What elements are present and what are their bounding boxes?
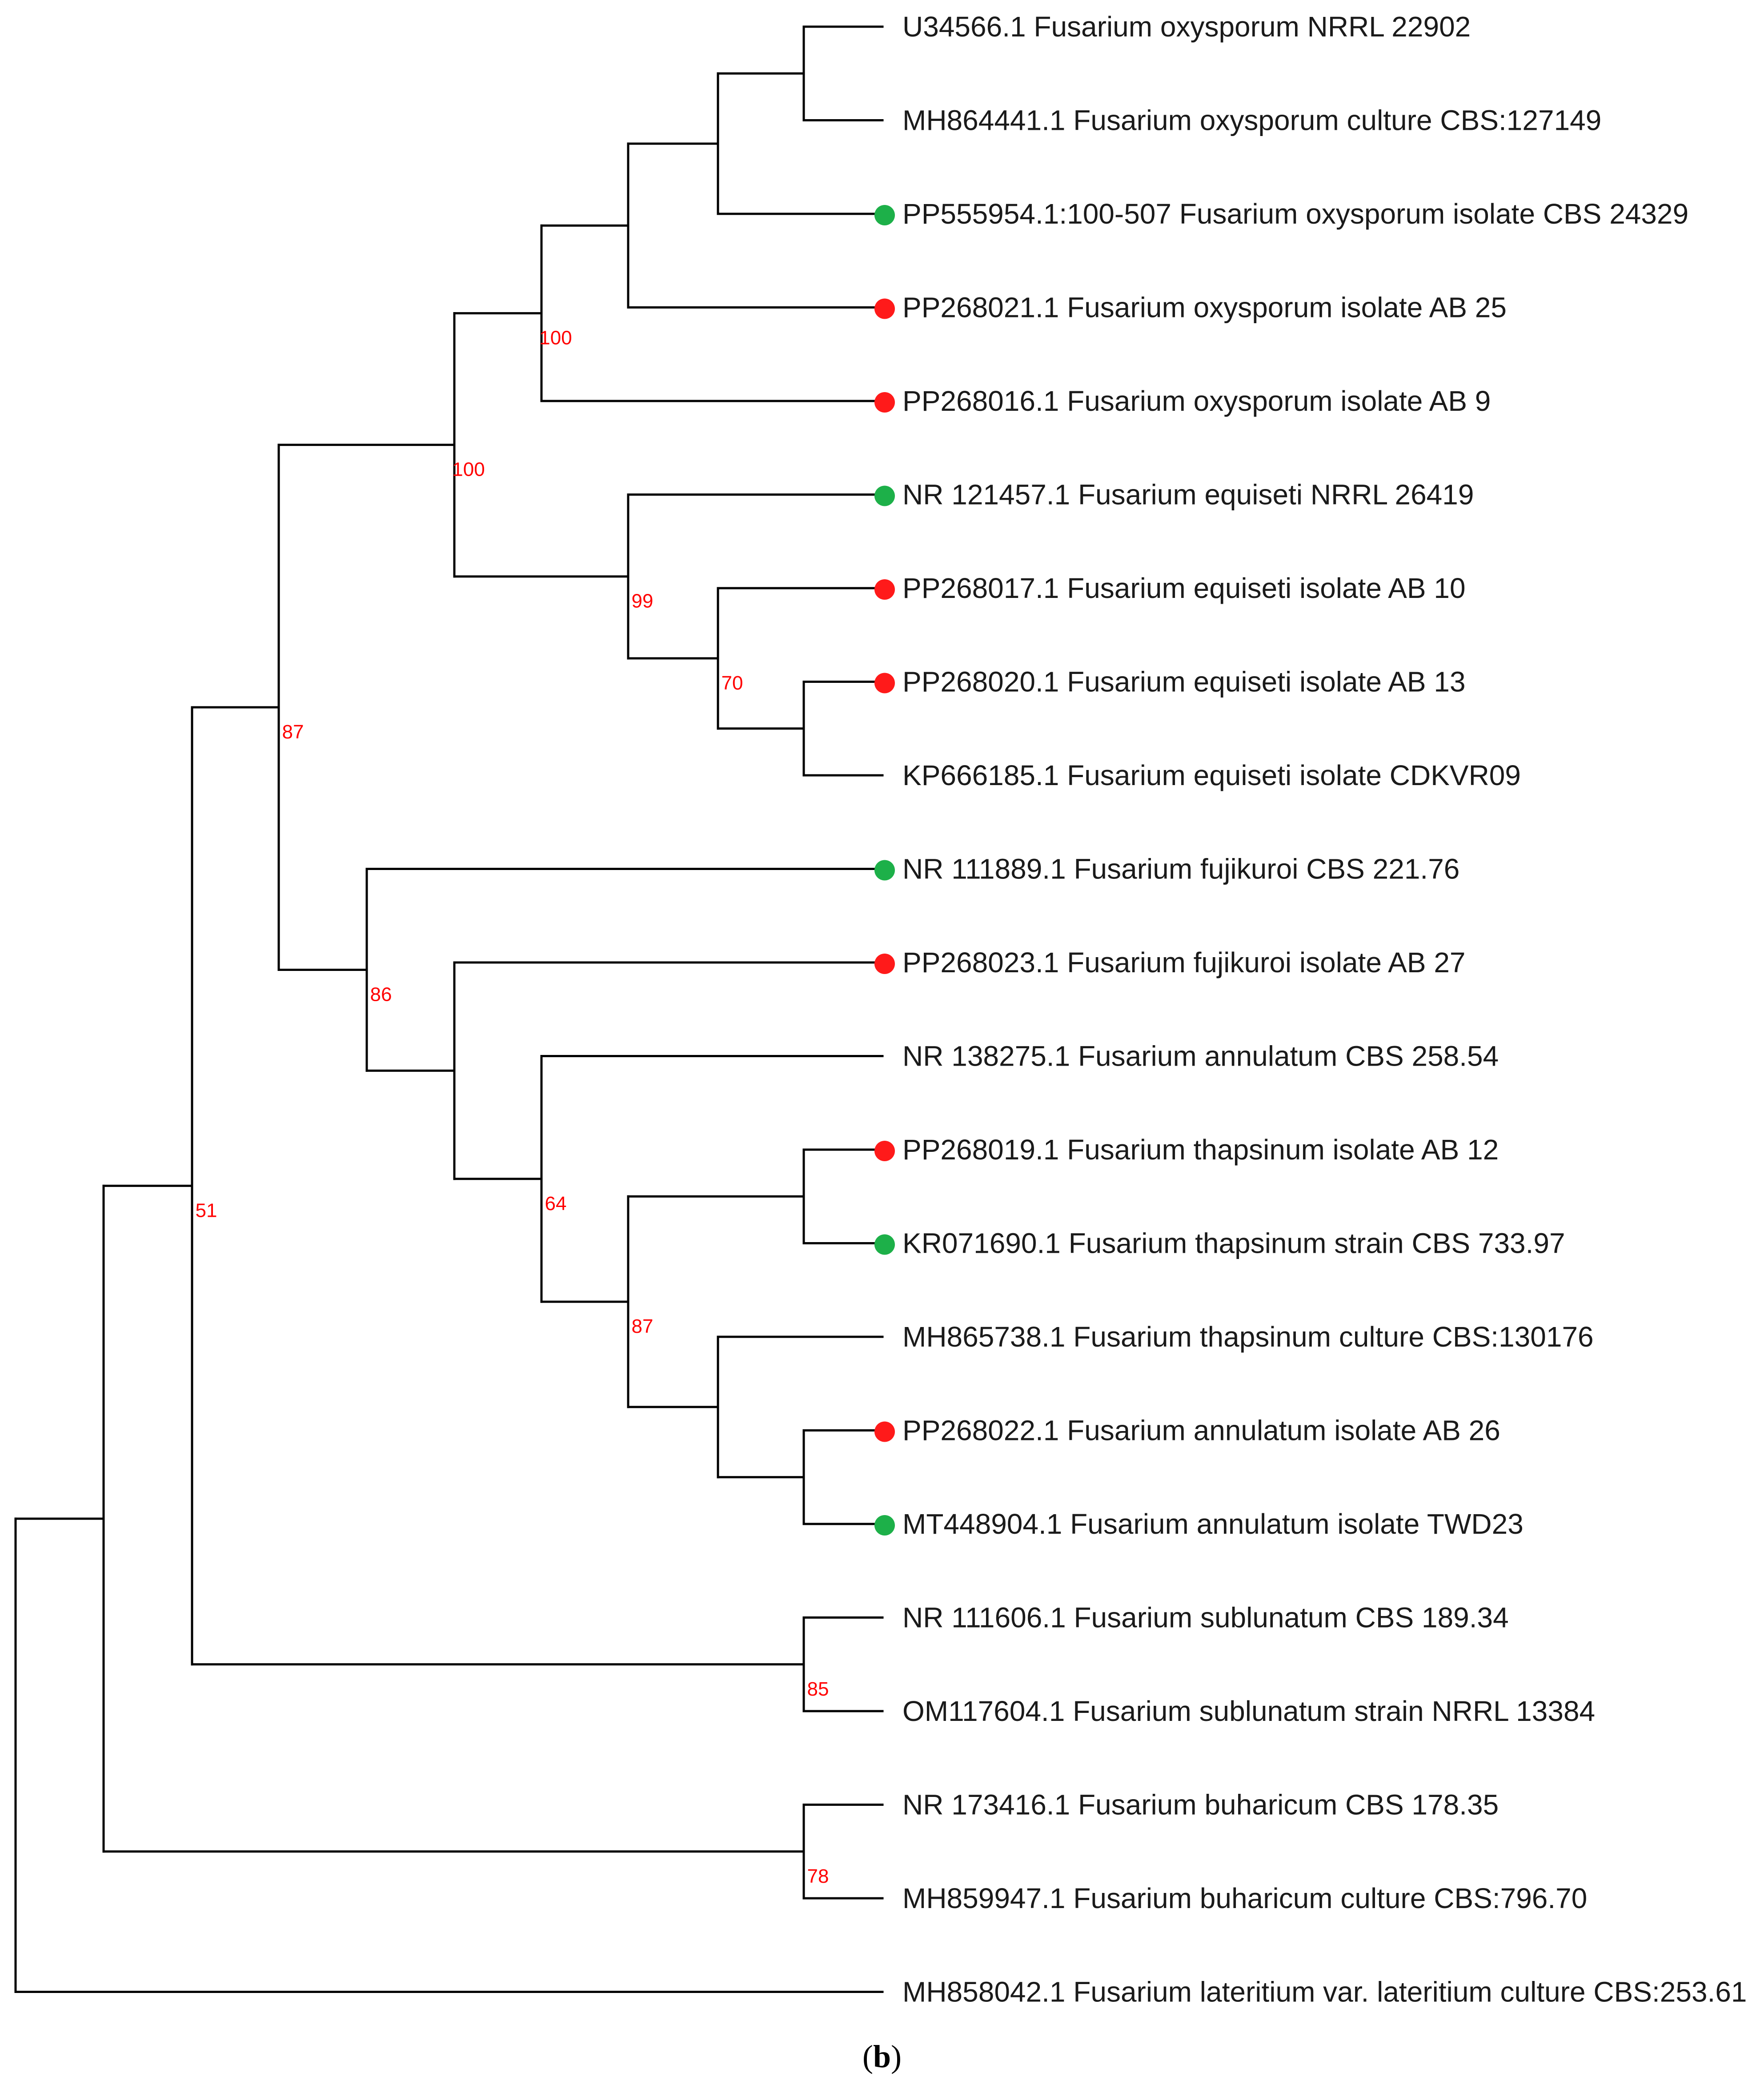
leaf-label: NR 121457.1 Fusarium equiseti NRRL 26419 — [902, 479, 1474, 511]
leaf-markers — [874, 205, 895, 1536]
leaf-label: KP666185.1 Fusarium equiseti isolate CDK… — [902, 759, 1521, 791]
leaf-label: U34566.1 Fusarium oxysporum NRRL 22902 — [902, 11, 1471, 43]
bootstrap-value-c04: 100 — [539, 327, 572, 349]
leaf-label: PP268022.1 Fusarium annulatum isolate AB… — [902, 1415, 1500, 1447]
bootstrap-value-c15: 86 — [370, 983, 392, 1005]
bootstrap-value-c19: 78 — [807, 1865, 829, 1887]
bootstrap-value-c13: 64 — [545, 1193, 567, 1215]
leaf-label: PP268016.1 Fusarium oxysporum isolate AB… — [902, 385, 1491, 417]
leaf-marker-red-dot — [874, 954, 895, 974]
figure-caption-letter: b — [873, 2039, 891, 2074]
bootstrap-value-c17: 85 — [807, 1678, 829, 1700]
bootstrap-value-c06: 70 — [722, 672, 743, 694]
leaf-label: NR 138275.1 Fusarium annulatum CBS 258.5… — [902, 1040, 1499, 1072]
leaf-label: NR 111606.1 Fusarium sublunatum CBS 189.… — [902, 1602, 1509, 1634]
figure-caption: (b) — [862, 2039, 902, 2074]
leaf-label: MT448904.1 Fusarium annulatum isolate TW… — [902, 1508, 1523, 1540]
bootstrap-values: 100 70 99 100 87 64 86 87 85 51 78 — [196, 327, 829, 1887]
leaf-label: NR 111889.1 Fusarium fujikuroi CBS 221.7… — [902, 853, 1459, 885]
leaf-labels: U34566.1 Fusarium oxysporum NRRL 22902 MH… — [902, 11, 1747, 2008]
leaf-marker-red-dot — [874, 298, 895, 319]
leaf-label: PP268021.1 Fusarium oxysporum isolate AB… — [902, 292, 1507, 324]
leaf-label: PP268017.1 Fusarium equiseti isolate AB … — [902, 572, 1466, 604]
leaf-marker-red-dot — [874, 1141, 895, 1161]
leaf-marker-green-dot — [874, 860, 895, 881]
leaf-label: NR 173416.1 Fusarium buharicum CBS 178.3… — [902, 1789, 1499, 1821]
bootstrap-value-c16: 87 — [282, 721, 304, 743]
leaf-label: MH859947.1 Fusarium buharicum culture CB… — [902, 1882, 1587, 1914]
leaf-label: PP268023.1 Fusarium fujikuroi isolate AB… — [902, 946, 1466, 978]
bootstrap-value-c07: 99 — [632, 590, 653, 612]
bootstrap-value-c08: 100 — [452, 459, 485, 481]
tree-branches — [14, 25, 884, 1993]
leaf-label: MH864441.1 Fusarium oxysporum culture CB… — [902, 104, 1601, 136]
leaf-label: PP555954.1:100-507 Fusarium oxysporum is… — [902, 198, 1688, 230]
leaf-marker-red-dot — [874, 1421, 895, 1442]
leaf-marker-green-dot — [874, 205, 895, 225]
leaf-label: PP268020.1 Fusarium equiseti isolate AB … — [902, 666, 1466, 698]
leaf-marker-green-dot — [874, 1234, 895, 1255]
bootstrap-value-c12: 87 — [632, 1315, 653, 1337]
leaf-marker-red-dot — [874, 579, 895, 600]
leaf-label: OM117604.1 Fusarium sublunatum strain NR… — [902, 1695, 1595, 1727]
bootstrap-value-c18: 51 — [196, 1199, 217, 1221]
leaf-label: MH865738.1 Fusarium thapsinum culture CB… — [902, 1321, 1594, 1353]
leaf-label: KR071690.1 Fusarium thapsinum strain CBS… — [902, 1227, 1565, 1259]
leaf-marker-green-dot — [874, 1515, 895, 1536]
leaf-marker-red-dot — [874, 392, 895, 413]
leaf-marker-green-dot — [874, 485, 895, 506]
leaf-marker-red-dot — [874, 673, 895, 694]
leaf-label: MH858042.1 Fusarium lateritium var. late… — [902, 1976, 1747, 2008]
leaf-label: PP268019.1 Fusarium thapsinum isolate AB… — [902, 1134, 1499, 1166]
